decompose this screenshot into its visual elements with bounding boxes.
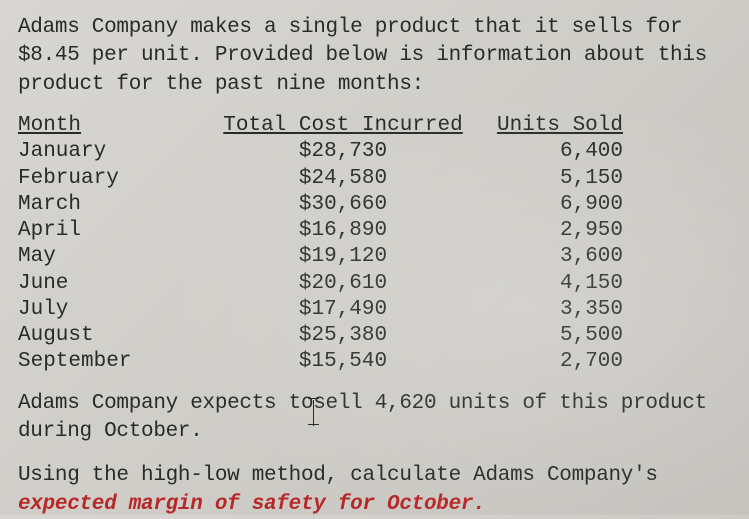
table-cell-month: June (18, 271, 203, 297)
table-cell-units: 2,950 (483, 218, 663, 244)
table-cell-units: 3,600 (483, 244, 663, 270)
table-cell-units: 5,150 (483, 166, 663, 192)
table-cell-cost: $24,580 (203, 166, 483, 192)
table-cell-cost: $17,490 (203, 297, 483, 323)
table-cell-month: September (18, 349, 203, 375)
question-plain-text: Using the high-low method, calculate Ada… (18, 464, 658, 487)
table-cell-units: 2,700 (483, 349, 663, 375)
table-cell-cost: $25,380 (203, 323, 483, 349)
table-cell-month: May (18, 244, 203, 270)
table-cell-cost: $28,730 (203, 139, 483, 165)
table-cell-units: 5,500 (483, 323, 663, 349)
table-cell-month: April (18, 218, 203, 244)
table-cell-units: 3,350 (483, 297, 663, 323)
header-cost: Total Cost Incurred (203, 113, 483, 139)
header-units: Units Sold (483, 113, 663, 139)
table-cell-cost: $30,660 (203, 192, 483, 218)
outro-text-pre: Adams Company expects to (18, 392, 313, 415)
table-cell-cost: $16,890 (203, 218, 483, 244)
table-cell-units: 6,400 (483, 139, 663, 165)
table-cell-month: July (18, 297, 203, 323)
table-cell-month: March (18, 192, 203, 218)
question-paragraph: Using the high-low method, calculate Ada… (18, 462, 731, 519)
table-cell-cost: $19,120 (203, 244, 483, 270)
table-cell-month: January (18, 139, 203, 165)
header-month: Month (18, 113, 203, 139)
data-table: Month Total Cost Incurred Units Sold Jan… (18, 113, 731, 376)
table-cell-month: August (18, 323, 203, 349)
outro-paragraph: Adams Company expects tosell 4,620 units… (18, 390, 731, 447)
table-cell-units: 6,900 (483, 192, 663, 218)
table-cell-month: February (18, 166, 203, 192)
table-cell-units: 4,150 (483, 271, 663, 297)
table-cell-cost: $15,540 (203, 349, 483, 375)
intro-paragraph: Adams Company makes a single product tha… (18, 14, 731, 99)
question-emphasis-text: expected margin of safety for October. (18, 493, 485, 516)
table-cell-cost: $20,610 (203, 271, 483, 297)
